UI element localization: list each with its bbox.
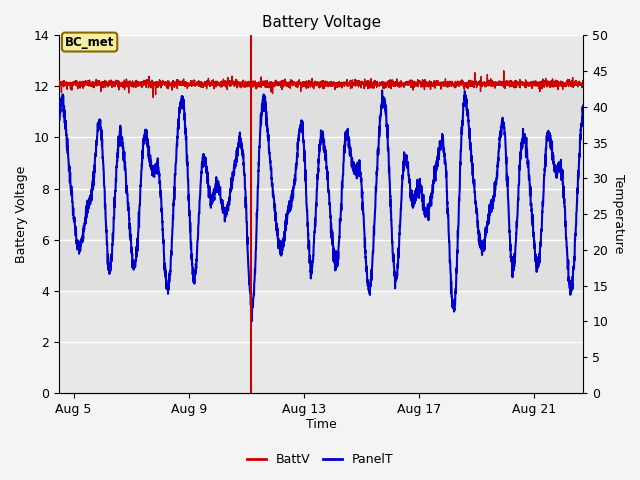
Y-axis label: Battery Voltage: Battery Voltage bbox=[15, 166, 28, 263]
Bar bbox=[59, 86, 583, 291]
Title: Battery Voltage: Battery Voltage bbox=[262, 15, 381, 30]
Legend: BattV, PanelT: BattV, PanelT bbox=[242, 448, 398, 471]
Y-axis label: Temperature: Temperature bbox=[612, 174, 625, 254]
X-axis label: Time: Time bbox=[306, 419, 337, 432]
Text: BC_met: BC_met bbox=[65, 36, 115, 48]
